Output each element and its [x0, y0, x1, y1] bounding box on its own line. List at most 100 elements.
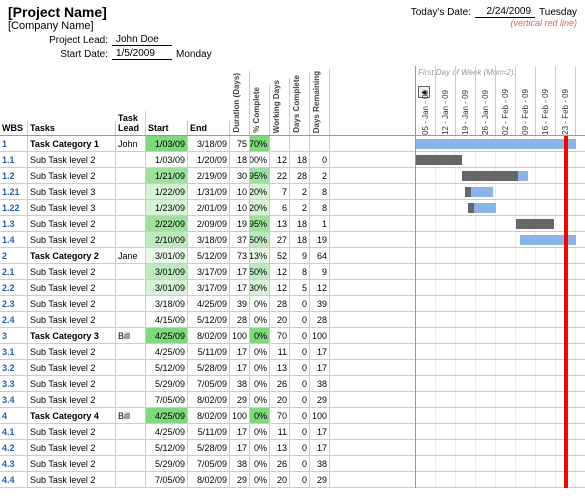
- cell[interactable]: 29: [230, 472, 250, 487]
- cell[interactable]: [116, 184, 146, 199]
- cell[interactable]: 7/05/09: [188, 376, 230, 391]
- cell[interactable]: 17: [310, 440, 330, 455]
- cell[interactable]: 100: [310, 328, 330, 343]
- cell[interactable]: Sub Task level 2: [28, 280, 116, 295]
- cell[interactable]: 0: [290, 408, 310, 423]
- cell[interactable]: Sub Task level 2: [28, 392, 116, 407]
- cell[interactable]: 29: [230, 392, 250, 407]
- cell[interactable]: 4/15/09: [146, 312, 188, 327]
- cell[interactable]: Sub Task level 2: [28, 168, 116, 183]
- cell[interactable]: 4/25/09: [146, 408, 188, 423]
- cell[interactable]: 5/12/09: [188, 312, 230, 327]
- cell[interactable]: 2/01/09: [188, 200, 230, 215]
- table-row[interactable]: 3.2Sub Task level 25/12/095/28/09170%130…: [0, 360, 415, 376]
- table-row[interactable]: 2.1Sub Task level 23/01/093/17/091750%12…: [0, 264, 415, 280]
- cell[interactable]: 3/01/09: [146, 264, 188, 279]
- cell[interactable]: 38: [310, 376, 330, 391]
- cell[interactable]: Sub Task level 2: [28, 472, 116, 487]
- cell[interactable]: 17: [230, 360, 250, 375]
- cell[interactable]: 3/18/09: [146, 296, 188, 311]
- cell[interactable]: 5/29/09: [146, 376, 188, 391]
- cell[interactable]: 95%: [250, 168, 270, 183]
- cell[interactable]: 2/22/09: [146, 216, 188, 231]
- cell[interactable]: 3.1: [0, 344, 28, 359]
- cell[interactable]: Sub Task level 2: [28, 152, 116, 167]
- cell[interactable]: 0%: [250, 424, 270, 439]
- col-dr[interactable]: Days Remaining: [310, 69, 330, 135]
- cell[interactable]: 28: [230, 312, 250, 327]
- date-col[interactable]: 26 - Jan - 09: [476, 66, 496, 135]
- start-value[interactable]: 1/5/2009: [112, 48, 172, 60]
- cell[interactable]: 4.4: [0, 472, 28, 487]
- cell[interactable]: 3.4: [0, 392, 28, 407]
- cell[interactable]: 1/21/09: [146, 168, 188, 183]
- cell[interactable]: [116, 376, 146, 391]
- cell[interactable]: 1: [0, 136, 28, 151]
- table-row[interactable]: 4.1Sub Task level 24/25/095/11/09170%110…: [0, 424, 415, 440]
- cell[interactable]: 4/25/09: [188, 296, 230, 311]
- cell[interactable]: 100%: [250, 152, 270, 167]
- cell[interactable]: 1/03/09: [146, 152, 188, 167]
- cell[interactable]: John: [116, 136, 146, 151]
- cell[interactable]: 11: [270, 344, 290, 359]
- cell[interactable]: 27: [270, 232, 290, 247]
- cell[interactable]: 7: [270, 184, 290, 199]
- cell[interactable]: 29: [310, 392, 330, 407]
- cell[interactable]: 13: [270, 440, 290, 455]
- cell[interactable]: 8/02/09: [188, 392, 230, 407]
- table-row[interactable]: 4.4Sub Task level 27/05/098/02/09290%200…: [0, 472, 415, 488]
- col-tasks[interactable]: Tasks: [28, 121, 116, 135]
- cell[interactable]: 20%: [250, 200, 270, 215]
- cell[interactable]: 0: [290, 312, 310, 327]
- cell[interactable]: 100: [230, 408, 250, 423]
- cell[interactable]: 70: [270, 328, 290, 343]
- cell[interactable]: 38: [310, 456, 330, 471]
- cell[interactable]: 13: [270, 360, 290, 375]
- cell[interactable]: 22: [270, 168, 290, 183]
- gantt-bar[interactable]: [516, 219, 554, 229]
- cell[interactable]: 5/12/09: [146, 360, 188, 375]
- cell[interactable]: 5/28/09: [188, 440, 230, 455]
- today-date[interactable]: 2/24/2009: [475, 6, 535, 18]
- col-lead[interactable]: Task Lead: [116, 111, 146, 135]
- cell[interactable]: Jane: [116, 248, 146, 263]
- date-col[interactable]: 23 - Feb - 09: [556, 66, 576, 135]
- table-row[interactable]: 1.1Sub Task level 21/03/091/20/0918100%1…: [0, 152, 415, 168]
- cell[interactable]: 8: [310, 200, 330, 215]
- date-col[interactable]: 16 - Feb - 09: [536, 66, 556, 135]
- cell[interactable]: 30%: [250, 280, 270, 295]
- col-duration[interactable]: Duration (Days): [230, 71, 250, 135]
- table-row[interactable]: 1.4Sub Task level 22/10/093/18/093750%27…: [0, 232, 415, 248]
- cell[interactable]: [116, 472, 146, 487]
- cell[interactable]: 37: [230, 232, 250, 247]
- cell[interactable]: 30: [230, 168, 250, 183]
- cell[interactable]: 4: [0, 408, 28, 423]
- cell[interactable]: 1/03/09: [146, 136, 188, 151]
- cell[interactable]: 0: [290, 296, 310, 311]
- cell[interactable]: 39: [230, 296, 250, 311]
- cell[interactable]: 26: [270, 376, 290, 391]
- cell[interactable]: 5/11/09: [188, 424, 230, 439]
- cell[interactable]: Sub Task level 2: [28, 360, 116, 375]
- lead-value[interactable]: John Doe: [112, 34, 172, 46]
- cell[interactable]: 1/23/09: [146, 200, 188, 215]
- cell[interactable]: Bill: [116, 328, 146, 343]
- cell[interactable]: 17: [230, 440, 250, 455]
- col-dc[interactable]: Days Complete: [290, 73, 310, 135]
- cell[interactable]: 8/02/09: [188, 472, 230, 487]
- cell[interactable]: 17: [310, 344, 330, 359]
- cell[interactable]: 7/05/09: [146, 392, 188, 407]
- cell[interactable]: 7/05/09: [188, 456, 230, 471]
- cell[interactable]: Sub Task level 2: [28, 424, 116, 439]
- cell[interactable]: [116, 296, 146, 311]
- cell[interactable]: 8: [310, 184, 330, 199]
- gantt-bar[interactable]: [474, 203, 496, 213]
- cell[interactable]: 17: [230, 280, 250, 295]
- cell[interactable]: 13%: [250, 248, 270, 263]
- gantt-bar[interactable]: [416, 139, 576, 149]
- cell[interactable]: 20: [270, 392, 290, 407]
- cell[interactable]: 5/29/09: [146, 456, 188, 471]
- table-row[interactable]: 2.3Sub Task level 23/18/094/25/09390%280…: [0, 296, 415, 312]
- cell[interactable]: 18: [290, 232, 310, 247]
- cell[interactable]: 0%: [250, 456, 270, 471]
